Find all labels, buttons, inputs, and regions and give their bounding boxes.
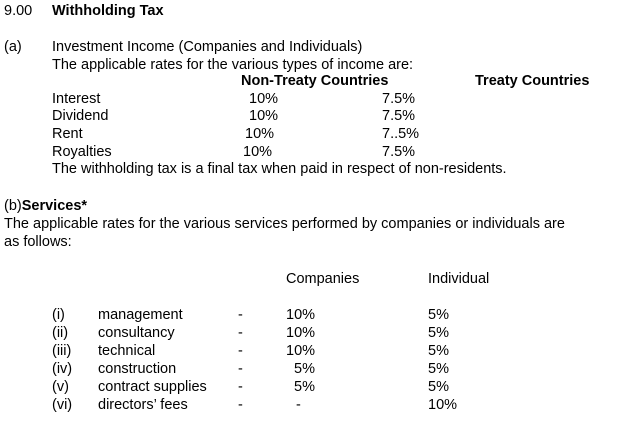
non-treaty-rate: 10%	[245, 126, 275, 142]
row-dash: -	[238, 343, 243, 359]
income-label: Rent	[52, 126, 83, 142]
service-label: directors’ fees	[98, 397, 188, 413]
col-header-companies: Companies	[286, 271, 360, 287]
service-label: technical	[98, 343, 156, 359]
part-a-intro: The applicable rates for the various typ…	[52, 57, 414, 73]
part-b-intro-line1: The applicable rates for the various ser…	[4, 216, 565, 232]
col-header-non-treaty: Non-Treaty Countries	[241, 73, 389, 89]
part-b-heading: Services*	[21, 198, 88, 214]
part-a-note: The withholding tax is a final tax when …	[52, 161, 507, 177]
service-label: management	[98, 307, 183, 323]
companies-rate: 5%	[294, 379, 315, 395]
income-label: Interest	[52, 91, 101, 107]
part-a-marker: (a)	[4, 39, 22, 55]
non-treaty-rate: 10%	[249, 108, 279, 124]
row-dash: -	[238, 397, 243, 413]
individual-rate: 5%	[428, 361, 449, 377]
col-header-treaty: Treaty Countries	[475, 73, 590, 89]
part-a-heading: Investment Income (Companies and Individ…	[52, 39, 363, 55]
row-dash: -	[238, 307, 243, 323]
treaty-rate: 7.5%	[382, 144, 416, 160]
row-number: (v)	[52, 379, 69, 395]
non-treaty-rate: 10%	[243, 144, 273, 160]
service-label: construction	[98, 361, 177, 377]
non-treaty-rate: 10%	[249, 91, 279, 107]
row-dash: -	[238, 325, 243, 341]
part-b-marker: (b)	[4, 198, 22, 214]
part-b-heading-line: (b)Services*	[4, 199, 87, 214]
service-label: consultancy	[98, 325, 175, 341]
col-header-individual: Individual	[428, 271, 490, 287]
row-dash: -	[238, 379, 243, 395]
companies-rate: -	[296, 397, 301, 413]
treaty-rate: 7..5%	[382, 126, 420, 142]
companies-rate: 5%	[294, 361, 315, 377]
income-label: Dividend	[52, 108, 109, 124]
companies-rate: 10%	[286, 343, 316, 359]
individual-rate: 10%	[428, 397, 458, 413]
individual-rate: 5%	[428, 379, 449, 395]
part-b-intro-line2: as follows:	[4, 234, 72, 250]
section-title: Withholding Tax	[52, 3, 164, 19]
individual-rate: 5%	[428, 307, 449, 323]
row-number: (i)	[52, 307, 65, 323]
row-number: (iv)	[52, 361, 73, 377]
row-number: (iii)	[52, 343, 72, 359]
row-number: (vi)	[52, 397, 73, 413]
companies-rate: 10%	[286, 307, 316, 323]
individual-rate: 5%	[428, 343, 449, 359]
treaty-rate: 7.5%	[382, 108, 416, 124]
income-label: Royalties	[52, 144, 112, 160]
individual-rate: 5%	[428, 325, 449, 341]
row-dash: -	[238, 361, 243, 377]
treaty-rate: 7.5%	[382, 91, 416, 107]
row-number: (ii)	[52, 325, 69, 341]
companies-rate: 10%	[286, 325, 316, 341]
service-label: contract supplies	[98, 379, 207, 395]
section-number: 9.00	[4, 3, 33, 19]
